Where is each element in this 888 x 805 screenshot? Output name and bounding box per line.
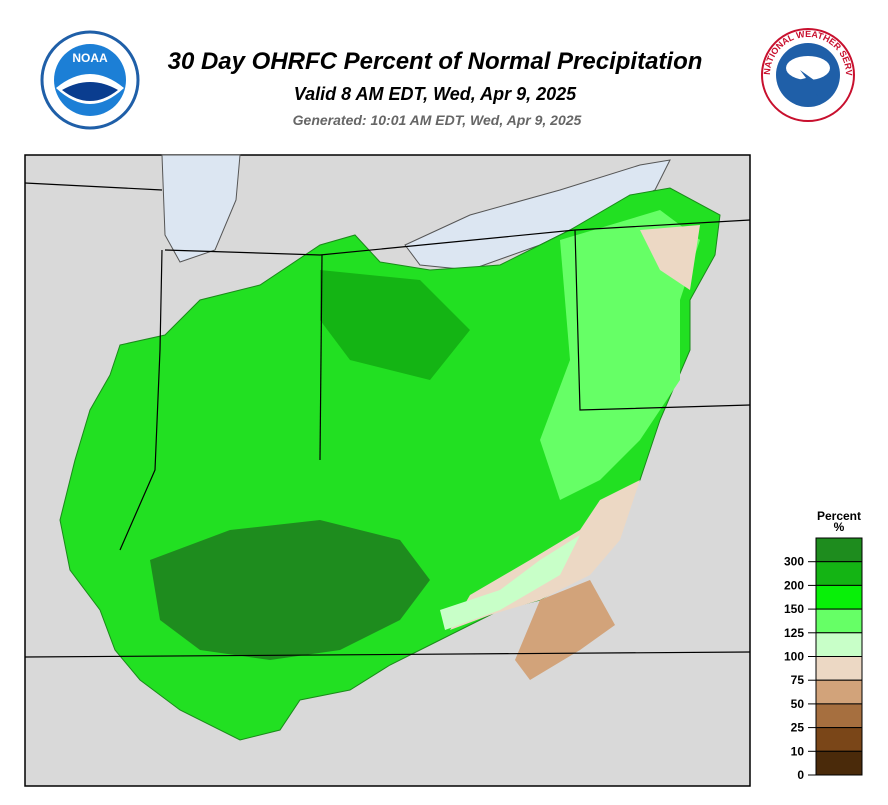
legend-title: Percent (817, 509, 861, 523)
noaa-text: NOAA (72, 51, 108, 65)
legend-label: 300 (784, 555, 804, 569)
map (24, 154, 751, 787)
legend-label: 200 (784, 578, 804, 592)
generated: Generated: 10:01 AM EDT, Wed, Apr 9, 202… (293, 112, 582, 128)
title: 30 Day OHRFC Percent of Normal Precipita… (168, 48, 703, 75)
legend-swatch (815, 561, 863, 586)
legend-swatch (815, 703, 863, 729)
legend-label: 50 (791, 697, 805, 711)
legend-swatch (815, 584, 863, 610)
legend-label: 0 (797, 768, 804, 782)
legend-swatch (815, 727, 863, 752)
legend-swatch (815, 537, 863, 563)
legend-swatch (815, 679, 863, 705)
legend-swatch (815, 656, 863, 681)
legend-label: 100 (784, 650, 804, 664)
legend-swatch (815, 750, 863, 776)
legend-label: 75 (791, 673, 805, 687)
subtitle: Valid 8 AM EDT, Wed, Apr 9, 2025 (294, 84, 577, 104)
legend-swatch (815, 608, 863, 634)
legend-label: 125 (784, 626, 804, 640)
legend-label: 25 (791, 721, 805, 735)
legend-label: 150 (784, 602, 804, 616)
legend-unit: % (834, 520, 845, 534)
legend-swatch (815, 632, 863, 657)
legend-label: 10 (791, 744, 805, 758)
noaa-logo: NOAA (40, 30, 140, 130)
